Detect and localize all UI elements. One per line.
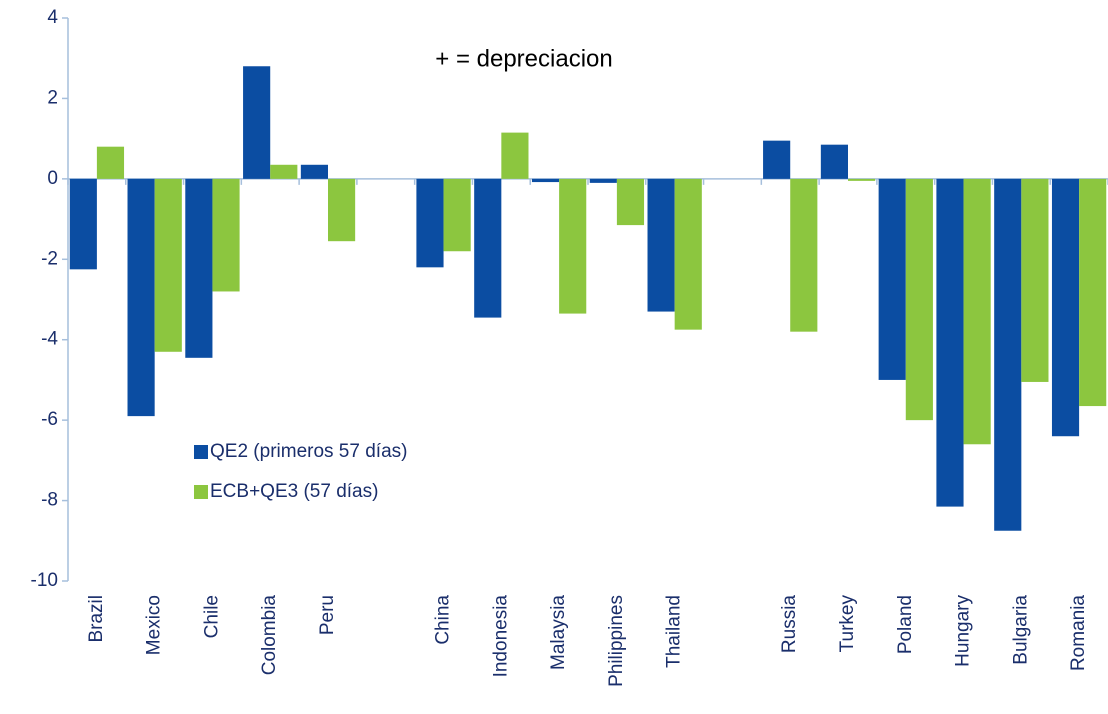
bar bbox=[647, 178, 675, 312]
bar bbox=[243, 66, 271, 179]
bar bbox=[1051, 178, 1080, 437]
bar bbox=[589, 178, 617, 183]
bar bbox=[96, 146, 125, 179]
x-tick-label: Thailand bbox=[664, 595, 685, 668]
bar bbox=[1079, 178, 1107, 407]
bar bbox=[270, 164, 298, 179]
bar bbox=[905, 178, 933, 421]
y-tick-label: 2 bbox=[47, 87, 58, 108]
x-tick-label: Turkey bbox=[837, 595, 858, 653]
x-tick-label: Brazil bbox=[86, 595, 107, 643]
bar bbox=[763, 140, 791, 179]
x-tick-label: Philippines bbox=[606, 595, 627, 687]
bar bbox=[212, 178, 240, 292]
x-tick-label: Romania bbox=[1068, 595, 1089, 671]
x-tick-label: Malaysia bbox=[548, 595, 569, 670]
legend-swatch bbox=[194, 485, 208, 499]
bar bbox=[443, 178, 471, 252]
bar bbox=[474, 178, 502, 318]
legend-swatch bbox=[194, 445, 208, 459]
y-tick-label: -2 bbox=[41, 248, 58, 269]
bar bbox=[616, 178, 645, 226]
y-tick-label: -8 bbox=[41, 490, 58, 511]
bar bbox=[501, 132, 529, 179]
x-tick-label: Russia bbox=[779, 595, 800, 654]
x-tick-label: Hungary bbox=[953, 595, 974, 667]
bar bbox=[416, 178, 444, 268]
bar bbox=[936, 178, 964, 507]
x-tick-label: Bulgaria bbox=[1010, 595, 1031, 665]
legend-label: ECB+QE3 (57 días) bbox=[210, 481, 378, 502]
x-tick-label: Poland bbox=[895, 595, 916, 654]
y-tick-label: 4 bbox=[47, 7, 58, 28]
bar bbox=[127, 178, 155, 417]
bar bbox=[1021, 178, 1049, 382]
annotation: + = depreciacion bbox=[435, 45, 612, 72]
y-tick-label: -6 bbox=[41, 409, 58, 430]
y-tick-label: -4 bbox=[41, 329, 58, 350]
bar bbox=[820, 144, 848, 179]
bar bbox=[674, 178, 702, 330]
x-tick-label: Indonesia bbox=[490, 595, 511, 678]
y-tick-label: -10 bbox=[31, 570, 58, 591]
bar bbox=[531, 178, 560, 183]
bar bbox=[69, 178, 97, 270]
legend-label: QE2 (primeros 57 días) bbox=[210, 441, 407, 462]
x-tick-label: Chile bbox=[201, 595, 222, 638]
x-tick-label: Colombia bbox=[259, 595, 280, 676]
x-tick-label: Mexico bbox=[144, 595, 165, 655]
y-tick-label: 0 bbox=[47, 168, 58, 189]
bar bbox=[848, 178, 876, 181]
bar bbox=[559, 178, 587, 314]
bar bbox=[994, 178, 1022, 531]
x-tick-label: Peru bbox=[317, 595, 338, 635]
bar bbox=[300, 164, 328, 179]
x-tick-label: China bbox=[433, 595, 454, 645]
bar bbox=[790, 178, 818, 332]
bar bbox=[154, 178, 182, 352]
bar bbox=[328, 178, 356, 242]
bar bbox=[878, 178, 906, 380]
bar bbox=[185, 178, 213, 358]
bar bbox=[963, 178, 991, 445]
